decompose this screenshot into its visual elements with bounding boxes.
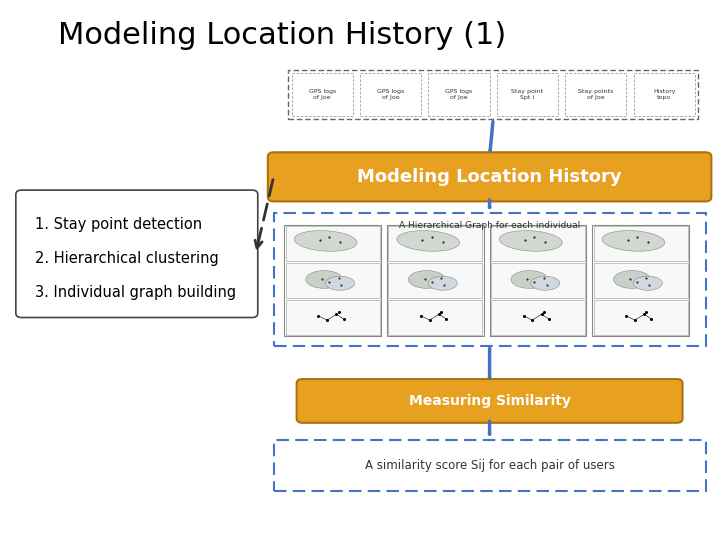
Bar: [389, 226, 482, 261]
Ellipse shape: [511, 271, 548, 288]
Bar: [491, 226, 585, 261]
Text: Modeling Location History (1): Modeling Location History (1): [58, 21, 506, 50]
Ellipse shape: [294, 231, 357, 251]
Bar: [288, 70, 698, 119]
Text: GPS logs
of Joe: GPS logs of Joe: [377, 89, 404, 100]
Ellipse shape: [428, 276, 457, 290]
FancyBboxPatch shape: [297, 379, 683, 423]
Bar: [497, 73, 558, 116]
Bar: [593, 226, 688, 261]
Bar: [491, 262, 585, 298]
Text: 3. Individual graph building: 3. Individual graph building: [35, 285, 235, 300]
FancyBboxPatch shape: [16, 190, 258, 318]
Ellipse shape: [602, 231, 665, 251]
Bar: [360, 73, 421, 116]
Ellipse shape: [397, 231, 459, 251]
Bar: [593, 300, 688, 335]
Bar: [565, 73, 626, 116]
Ellipse shape: [531, 276, 559, 290]
Bar: [389, 300, 482, 335]
Text: Stay points
of Joe: Stay points of Joe: [578, 89, 613, 100]
Text: 2. Hierarchical clustering: 2. Hierarchical clustering: [35, 252, 218, 266]
Text: Modeling Location History: Modeling Location History: [357, 168, 622, 186]
Text: History
topo: History topo: [653, 89, 675, 100]
Ellipse shape: [408, 271, 445, 288]
Ellipse shape: [500, 231, 562, 251]
Bar: [593, 262, 688, 298]
Bar: [428, 73, 490, 116]
Bar: [389, 262, 482, 298]
Ellipse shape: [325, 276, 354, 290]
Bar: [491, 300, 585, 335]
Bar: [286, 226, 380, 261]
Bar: [274, 213, 706, 346]
Text: GPS logs
of Joe: GPS logs of Joe: [309, 89, 336, 100]
Text: Measuring Similarity: Measuring Similarity: [409, 394, 570, 408]
Bar: [387, 225, 484, 336]
FancyArrowPatch shape: [490, 122, 493, 151]
Bar: [292, 73, 353, 116]
Ellipse shape: [613, 271, 650, 288]
FancyBboxPatch shape: [268, 152, 711, 201]
Bar: [634, 73, 695, 116]
Text: 1. Stay point detection: 1. Stay point detection: [35, 218, 202, 232]
Ellipse shape: [306, 271, 343, 288]
Bar: [284, 225, 382, 336]
Bar: [286, 300, 380, 335]
Bar: [274, 440, 706, 491]
FancyArrowPatch shape: [255, 180, 273, 248]
Text: A similarity score Sij for each pair of users: A similarity score Sij for each pair of …: [364, 459, 615, 472]
Bar: [286, 262, 380, 298]
Text: A Hierarchical Graph for each individual: A Hierarchical Graph for each individual: [399, 221, 580, 231]
Ellipse shape: [634, 276, 662, 290]
Text: Stay point
Spt i: Stay point Spt i: [511, 89, 544, 100]
Bar: [593, 225, 689, 336]
Text: GPS logs
of Joe: GPS logs of Joe: [446, 89, 472, 100]
Bar: [490, 225, 586, 336]
